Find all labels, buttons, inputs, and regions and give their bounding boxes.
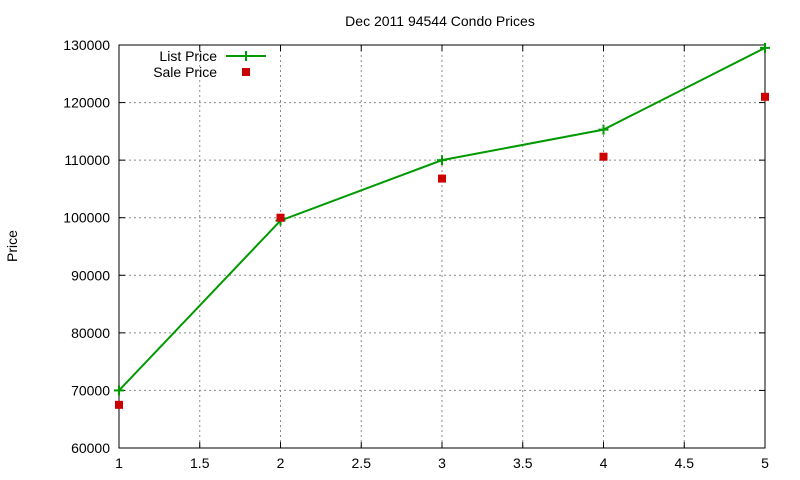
y-axis-label: Price: [4, 230, 20, 262]
x-tick-label: 3.5: [513, 455, 533, 471]
y-tick-label: 70000: [71, 382, 110, 398]
y-tick-label: 80000: [71, 325, 110, 341]
list-price-point: [114, 385, 124, 396]
x-tick-label: 1.5: [190, 455, 210, 471]
x-tick-label: 2.5: [352, 455, 372, 471]
y-tick-label: 90000: [71, 267, 110, 283]
x-tick-label: 4: [600, 455, 608, 471]
sale-price-point: [599, 152, 608, 161]
sale-price-point: [276, 213, 285, 222]
plot-frame: [118, 44, 766, 449]
y-tick-label: 120000: [63, 95, 110, 111]
chart-title: Dec 2011 94544 Condo Prices: [345, 13, 535, 29]
x-tick-label: 4.5: [675, 455, 695, 471]
grid: [119, 45, 765, 448]
x-tick-label: 3: [438, 455, 446, 471]
list-price-line: [118, 46, 766, 392]
y-tick-label: 130000: [63, 37, 110, 53]
y-tick-label: 110000: [64, 152, 110, 168]
x-tick-label: 2: [277, 455, 285, 471]
sale-price-point: [115, 400, 123, 409]
x-tick-label: 1: [115, 455, 123, 471]
plot-area: [114, 42, 770, 409]
y-tick-label: 100000: [63, 210, 110, 226]
legend-label-list-price: List Price: [159, 48, 217, 64]
sale-price-point: [761, 92, 769, 101]
y-tick-label: 60000: [71, 440, 110, 456]
legend-label-sale-price: Sale Price: [153, 64, 217, 80]
series-sale-price: [115, 92, 769, 409]
axes: 6000070000800009000010000011000012000013…: [63, 37, 769, 471]
list-price-point: [760, 42, 770, 53]
legend-marker-sale-price: [242, 68, 250, 76]
list-price-point: [598, 124, 609, 135]
x-tick-label: 5: [761, 455, 769, 471]
list-price-point: [437, 155, 447, 166]
sale-price-point: [438, 174, 446, 183]
legend-marker-list-price: [241, 51, 251, 61]
